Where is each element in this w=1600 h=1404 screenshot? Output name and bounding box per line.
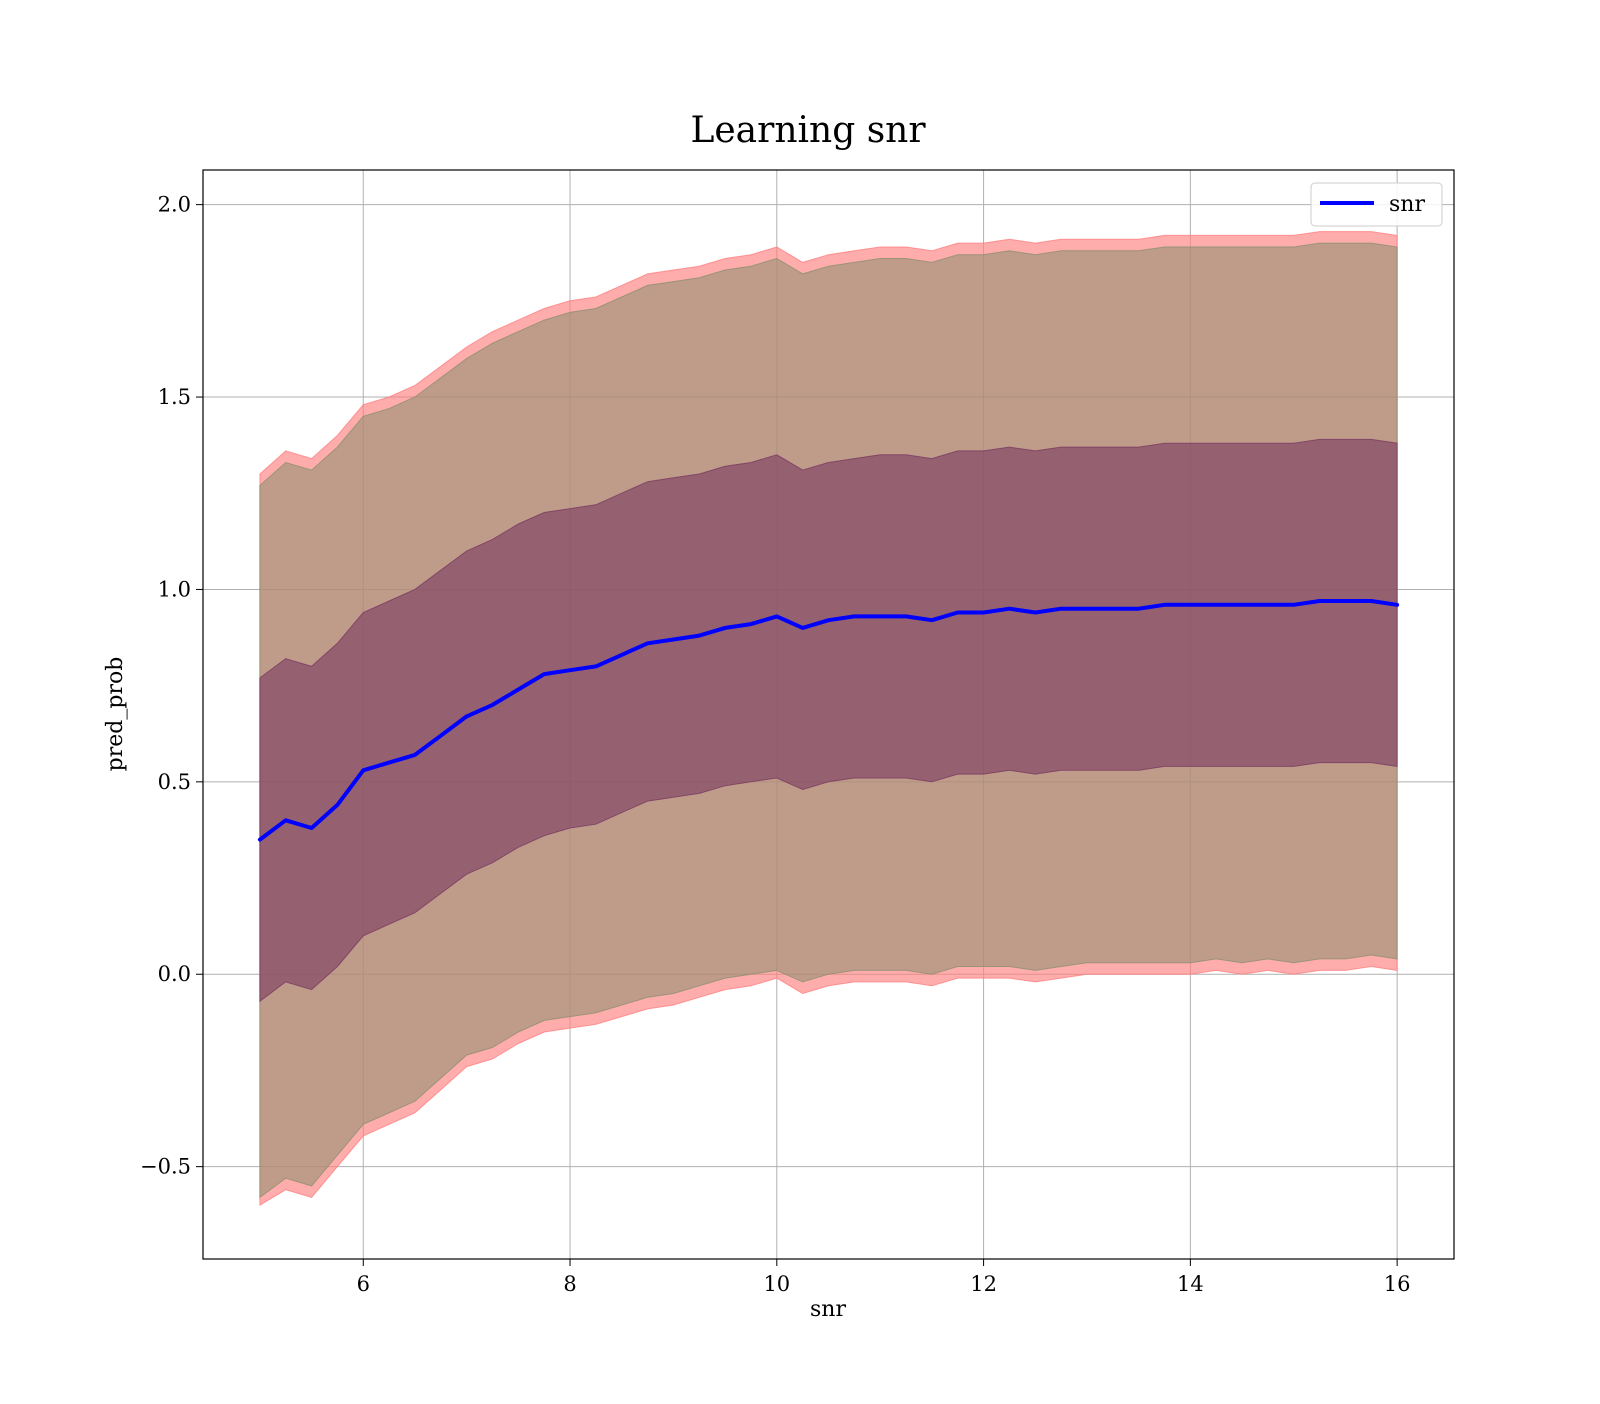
y-tick-label: 1.5 — [158, 385, 191, 409]
plot-frame — [202, 169, 1455, 1260]
y-tick-label: −0.5 — [140, 1155, 191, 1179]
legend: snr — [1310, 182, 1443, 227]
series-line-snr — [257, 599, 1400, 842]
y-tick-label: 0.5 — [158, 770, 191, 794]
x-tick-label: 12 — [970, 1272, 997, 1296]
x-tick-label: 6 — [357, 1272, 370, 1296]
x-axis-label: snr — [810, 1297, 846, 1322]
x-tick-label: 16 — [1384, 1272, 1411, 1296]
confidence-band-3 — [259, 438, 1398, 1003]
x-tick-label: 10 — [763, 1272, 790, 1296]
x-tick-label: 14 — [1177, 1272, 1204, 1296]
tick-layer: 6 8 10 12 14 16 −0.5 0.0 0.5 1.0 1.5 2.0 — [140, 193, 1411, 1296]
y-axis-label: pred_prob — [103, 657, 128, 772]
y-tick-label: 2.0 — [158, 193, 191, 217]
y-tick-label: 1.0 — [158, 577, 191, 601]
line-layer — [257, 599, 1400, 842]
chart-title: Learning snr — [690, 110, 926, 151]
legend-label-snr: snr — [1389, 192, 1425, 217]
y-tick-label: 0.0 — [158, 962, 191, 986]
legend-box — [1310, 182, 1443, 227]
band-layer — [259, 231, 1398, 1206]
x-tick-label: 8 — [563, 1272, 576, 1296]
